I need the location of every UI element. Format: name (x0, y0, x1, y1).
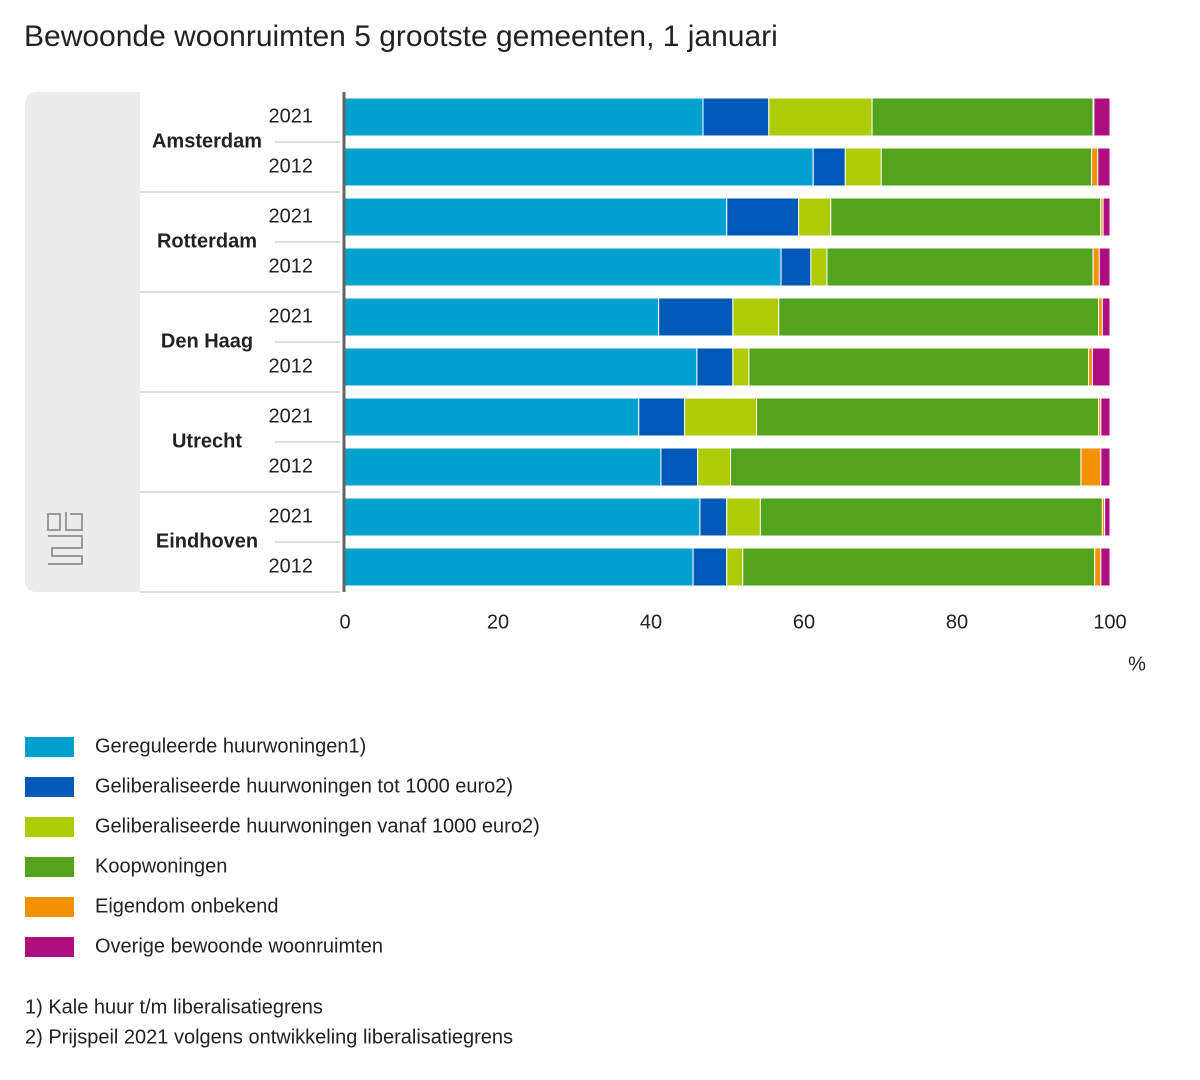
bar-segment (344, 447, 662, 487)
bar-segment (1104, 497, 1111, 537)
bar-segment (1100, 547, 1111, 587)
bar-segment (880, 147, 1093, 187)
group-label: Den Haag (161, 330, 253, 352)
legend-swatch (25, 777, 74, 797)
x-tick-label: 100 (1093, 611, 1126, 633)
group-label: Utrecht (172, 430, 242, 452)
bar-segment (732, 297, 780, 337)
x-tick-label: 20 (487, 611, 509, 633)
legend-swatch (25, 937, 74, 957)
group-label: Amsterdam (152, 130, 262, 152)
y-tick-label: 2012 (269, 155, 314, 177)
bar-segment (696, 347, 734, 387)
bar-segment (697, 447, 732, 487)
bar-segment (812, 147, 846, 187)
bar-segment (730, 447, 1082, 487)
bar-segment (1080, 447, 1102, 487)
bar-segment (684, 397, 758, 437)
bar-segment (742, 547, 1096, 587)
y-tick-label: 2021 (269, 305, 314, 327)
bar-segment (1098, 247, 1111, 287)
bar-segment (748, 347, 1090, 387)
bar-segment (1098, 297, 1103, 337)
bar-segment (732, 347, 750, 387)
bar-segment (1091, 147, 1099, 187)
bar-segment (344, 297, 660, 337)
footnote: 2) Prijspeil 2021 volgens ontwikkeling l… (25, 1026, 513, 1048)
bar-segment (768, 97, 873, 137)
bar-segment (638, 397, 686, 437)
bar-segment (778, 297, 1100, 337)
y-tick-label: 2012 (269, 355, 314, 377)
x-tick-label: 40 (640, 611, 662, 633)
bar-segment (344, 97, 704, 137)
bar-segment (726, 547, 744, 587)
bar-segment (1091, 347, 1111, 387)
legend-label: Koopwoningen (95, 855, 227, 877)
bar-segment (759, 497, 1103, 537)
bar-segment (344, 247, 782, 287)
y-tick-label: 2021 (269, 205, 314, 227)
legend-swatch (25, 897, 74, 917)
x-tick-label: 60 (793, 611, 815, 633)
bar-segment (871, 97, 1094, 137)
bar-segment (1101, 297, 1111, 337)
bar-segment (344, 547, 694, 587)
bar-segment (780, 247, 812, 287)
x-axis-label: % (1128, 653, 1146, 675)
bar-segment (344, 497, 701, 537)
bar-segment (660, 447, 699, 487)
bar-segment (692, 547, 728, 587)
legend-label: Geliberaliseerde huurwoningen tot 1000 e… (95, 775, 513, 797)
legend-swatch (25, 817, 74, 837)
footnote: 1) Kale huur t/m liberalisatiegrens (25, 996, 323, 1018)
bar-segment (844, 147, 882, 187)
chart-title: Bewoonde woonruimten 5 grootste gemeente… (24, 20, 778, 53)
bar-segment (756, 397, 1100, 437)
group-label: Eindhoven (156, 530, 258, 552)
bar-segment (1088, 347, 1093, 387)
y-tick-label: 2021 (269, 505, 314, 527)
bar-segment (1094, 547, 1102, 587)
label-panel (25, 92, 140, 592)
bar-segment (344, 147, 814, 187)
bar-segment (702, 97, 770, 137)
legend-label: Eigendom onbekend (95, 895, 278, 917)
y-tick-label: 2012 (269, 255, 314, 277)
bar-segment (1097, 147, 1111, 187)
bar-segment (658, 297, 734, 337)
bar-segment (1092, 247, 1100, 287)
bar-segment (344, 397, 640, 437)
bar-segment (726, 197, 800, 237)
y-tick-label: 2012 (269, 455, 314, 477)
y-tick-label: 2021 (269, 405, 314, 427)
y-tick-label: 2012 (269, 555, 314, 577)
bar-segment (830, 197, 1102, 237)
bar-segment (726, 497, 761, 537)
bar-segment (798, 197, 832, 237)
bar-segment (1100, 447, 1111, 487)
x-tick-label: 0 (339, 611, 350, 633)
bar-segment (1093, 97, 1111, 137)
bar-segment (344, 197, 728, 237)
bar-segment (826, 247, 1094, 287)
bar-segment (344, 347, 698, 387)
bar-segment (810, 247, 828, 287)
bar-segment (1102, 197, 1111, 237)
legend-swatch (25, 857, 74, 877)
bar-segment (1100, 397, 1111, 437)
legend-label: Gereguleerde huurwoningen1) (95, 735, 366, 757)
y-tick-label: 2021 (269, 105, 314, 127)
legend-swatch (25, 737, 74, 757)
logo (47, 512, 83, 565)
group-label: Rotterdam (157, 230, 257, 252)
legend-label: Geliberaliseerde huurwoningen vanaf 1000… (95, 815, 540, 837)
x-tick-label: 80 (946, 611, 968, 633)
bar-segment (699, 497, 728, 537)
legend-label: Overige bewoonde woonruimten (95, 935, 383, 957)
